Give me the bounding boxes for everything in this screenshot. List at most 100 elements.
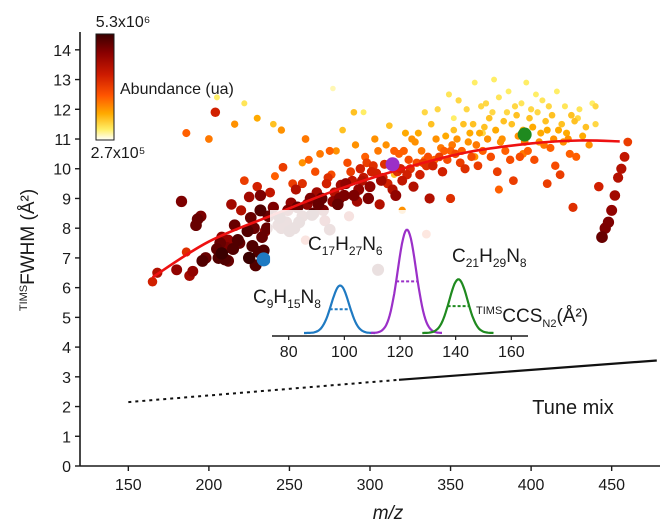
scatter-point xyxy=(355,163,366,174)
scatter-point xyxy=(343,158,352,168)
scatter-point xyxy=(592,103,599,110)
y-tick-label: 9 xyxy=(62,191,71,208)
inset-x-title-sub: N2 xyxy=(542,318,556,330)
scatter-point xyxy=(555,126,562,134)
x-tick-label: 300 xyxy=(357,477,384,494)
scatter-point xyxy=(338,189,350,202)
scatter-point xyxy=(210,107,221,118)
svg-text:TIMSFWHM (Å²): TIMSFWHM (Å²) xyxy=(18,189,39,311)
x-tick-label: 250 xyxy=(276,477,303,494)
highlighted-points xyxy=(256,127,532,267)
scatter-point xyxy=(415,169,425,180)
x-tick-label: 350 xyxy=(437,477,464,494)
scatter-point xyxy=(530,155,539,165)
y-tick-label: 5 xyxy=(62,310,71,327)
scatter-point xyxy=(460,120,467,128)
scatter-point xyxy=(241,225,254,238)
scatter-point xyxy=(523,146,532,155)
scatter-point xyxy=(261,222,273,235)
inset-x-title-main: CCS xyxy=(502,306,542,327)
y-tick-label: 11 xyxy=(54,132,71,149)
scatter-point xyxy=(339,126,346,134)
scatter-point xyxy=(244,211,257,224)
x-tick-label: 400 xyxy=(518,477,545,494)
scatter-point xyxy=(529,123,537,131)
scatter-point xyxy=(196,254,209,267)
scatter-point xyxy=(471,79,478,86)
scatter-point xyxy=(523,79,530,86)
inset-tick-label: 120 xyxy=(387,344,414,361)
scatter-point xyxy=(445,193,456,204)
inset-tick-label: 160 xyxy=(498,344,525,361)
x-axis-title: m/z xyxy=(373,503,404,524)
scatter-point xyxy=(321,178,332,189)
inset-ccs-chart: 80 100 120 140 160 TIMSCCSN2(Å²) xyxy=(270,210,588,361)
scatter-point xyxy=(297,179,307,189)
y-tick-label: 13 xyxy=(53,73,71,90)
scatter-point xyxy=(428,161,438,171)
scatter-point xyxy=(594,181,604,192)
y-tick-label: 7 xyxy=(62,251,71,268)
inset-x-title-prefix: TIMS xyxy=(476,305,502,317)
scatter-point xyxy=(450,115,457,122)
scatter-point xyxy=(375,175,387,186)
scatter-point xyxy=(311,167,320,176)
y-tick-label: 6 xyxy=(62,281,71,298)
scatter-point xyxy=(390,190,402,201)
scatter-point xyxy=(397,175,408,186)
scatter-point xyxy=(243,191,255,203)
scatter-point xyxy=(585,141,593,149)
scatter-point xyxy=(386,122,393,129)
scatter-point xyxy=(414,129,422,137)
scatter-point xyxy=(481,123,488,131)
scatter-point xyxy=(619,151,630,162)
tune-mix-solid-line xyxy=(398,359,657,381)
scatter-point xyxy=(532,91,539,98)
y-tick-label: 12 xyxy=(53,102,71,119)
scatter-point xyxy=(469,120,477,128)
scatter-point xyxy=(579,132,587,140)
label-c21h29n8: C21H29N8 xyxy=(452,246,527,270)
highlight-point xyxy=(256,252,271,267)
scatter-point xyxy=(147,276,158,287)
colorbar-min-label: 2.7x10⁵ xyxy=(91,145,146,162)
scatter-point xyxy=(417,147,426,155)
scatter-point xyxy=(215,247,228,260)
inset-x-ticks: 80 100 120 140 160 xyxy=(280,336,525,361)
colorbar-title: Abundance (ua) xyxy=(120,81,234,98)
scatter-point xyxy=(483,135,492,143)
scatter-point xyxy=(187,265,199,277)
inset-peak xyxy=(304,284,376,335)
scatter-point xyxy=(548,111,556,119)
scatter-point xyxy=(545,103,552,110)
scatter-point xyxy=(482,100,490,107)
scatter-point xyxy=(348,189,360,202)
y-tick-label: 4 xyxy=(62,340,71,357)
scatter-point xyxy=(401,129,409,137)
scatter-point xyxy=(491,76,498,83)
scatter-point xyxy=(445,91,452,98)
scatter-point xyxy=(270,172,279,181)
scatter-point xyxy=(473,161,483,171)
inset-tick-label: 140 xyxy=(442,344,469,361)
highlight-point xyxy=(517,127,532,142)
scatter-point xyxy=(571,117,578,125)
scatter-point xyxy=(568,202,578,212)
x-tick-label: 150 xyxy=(115,477,142,494)
scatter-point xyxy=(325,146,334,155)
scatter-point xyxy=(331,198,344,211)
scatter-point xyxy=(623,137,633,147)
scatter-point xyxy=(498,135,506,143)
scatter-point xyxy=(508,176,518,186)
scatter-point xyxy=(492,126,500,134)
scatter-point xyxy=(478,103,485,110)
scatter-point xyxy=(616,163,627,174)
scatter-point xyxy=(364,181,376,193)
y-tick-label: 8 xyxy=(62,221,71,238)
scatter-point xyxy=(526,114,533,122)
scatter-point xyxy=(235,205,247,216)
scatter-point xyxy=(612,172,624,183)
inset-x-title-unit: (Å²) xyxy=(556,306,588,327)
